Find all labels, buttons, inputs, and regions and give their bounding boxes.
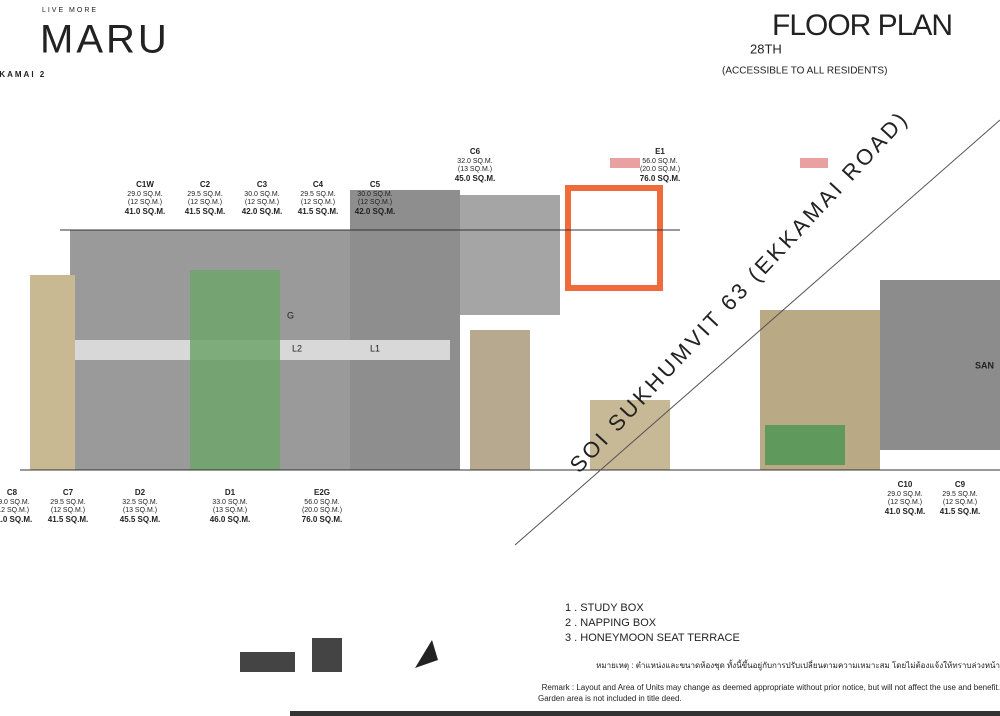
unit-name: C1W — [136, 180, 154, 189]
unit-name: C10 — [898, 480, 913, 489]
plan-label: L2 — [292, 343, 302, 353]
brand: MARU — [40, 18, 170, 62]
unit-area: 33.0 SQ.M. — [212, 499, 247, 506]
access-note: (ACCESSIBLE TO ALL RESIDENTS) — [722, 66, 887, 77]
unit-name: D1 — [225, 488, 236, 497]
unit-name: C5 — [370, 180, 381, 189]
unit-name: C9 — [955, 480, 966, 489]
plan-label: L1 — [370, 343, 380, 353]
unit-area: 32.0 SQ.M. — [457, 158, 492, 165]
unit-name: C3 — [257, 180, 268, 189]
unit-area: 56.0 SQ.M. — [642, 158, 677, 165]
unit-area: 29.0 SQ.M. — [127, 191, 162, 198]
logos — [240, 638, 342, 672]
unit-garden: (13 SQ.M.) — [213, 507, 247, 514]
unit-name: C6 — [470, 147, 481, 156]
remark-thai: หมายเหตุ : ตำแหน่งและขนาดห้องชุด ทั้งนี้… — [596, 659, 1000, 671]
unit-garden: (13 SQ.M.) — [458, 166, 492, 173]
unit-total: 41.5 SQ.M. — [48, 515, 88, 524]
unit-garden: (20.0 SQ.M.) — [302, 507, 342, 514]
unit-name: C4 — [313, 180, 324, 189]
unit-name: C8 — [7, 488, 18, 497]
remark-garden: Garden area is not included in title dee… — [538, 694, 682, 703]
unit-total: 41.5 SQ.M. — [940, 507, 980, 516]
unit-area: 29.5 SQ.M. — [50, 499, 85, 506]
unit-name: C2 — [200, 180, 211, 189]
remark-english: Remark : Layout and Area of Units may ch… — [542, 683, 1000, 692]
unit-name: C7 — [63, 488, 74, 497]
north-arrow — [415, 640, 438, 668]
unit-total: 41.0 SQ.M. — [125, 207, 165, 216]
unit-garden: (12 SQ.M.) — [245, 199, 279, 206]
unit-area: 29.5 SQ.M. — [942, 491, 977, 498]
unit-area: 56.0 SQ.M. — [304, 499, 339, 506]
unit-area: 30.0 SQ.M. — [357, 191, 392, 198]
unit-area: 32.5 SQ.M. — [122, 499, 157, 506]
unit-area: 29.5 SQ.M. — [300, 191, 335, 198]
legend-item: 1 . STUDY BOX — [565, 602, 644, 614]
floor: 28TH — [750, 41, 782, 56]
unit-total: 76.0 SQ.M. — [640, 174, 680, 183]
unit-total: 41.5 SQ.M. — [185, 207, 225, 216]
unit-garden: (12 SQ.M.) — [301, 199, 335, 206]
title: FLOOR PLAN — [772, 9, 952, 42]
plan-label: G — [287, 310, 294, 320]
unit-name: E1 — [655, 147, 665, 156]
unit-area: 30.0 SQ.M. — [244, 191, 279, 198]
plan — [20, 119, 1000, 546]
unit-garden: (12 SQ.M.) — [0, 507, 29, 514]
plan-label: SAN — [975, 360, 994, 370]
unit-total: 41.0 SQ.M. — [885, 507, 925, 516]
unit-total: 42.0 SQ.M. — [355, 207, 395, 216]
unit-garden: (12 SQ.M.) — [943, 499, 977, 506]
unit-garden: (12 SQ.M.) — [188, 199, 222, 206]
unit-area: 29.0 SQ.M. — [887, 491, 922, 498]
unit-total: 76.0 SQ.M. — [302, 515, 342, 524]
footer-bar — [290, 711, 1000, 716]
location: EKAMAI 2 — [0, 70, 46, 79]
unit-total: 41.0 SQ.M. — [0, 515, 32, 524]
unit-name: E2G — [314, 488, 330, 497]
unit-garden: (12 SQ.M.) — [358, 199, 392, 206]
tagline: LIVE MORE — [42, 7, 98, 14]
unit-area: 29.5 SQ.M. — [187, 191, 222, 198]
unit-total: 46.0 SQ.M. — [210, 515, 250, 524]
unit-garden: (12 SQ.M.) — [51, 507, 85, 514]
legend-item: 2 . NAPPING BOX — [565, 617, 657, 629]
unit-garden: (20.0 SQ.M.) — [640, 166, 680, 173]
unit-name: D2 — [135, 488, 146, 497]
unit-total: 45.5 SQ.M. — [120, 515, 160, 524]
unit-garden: (12 SQ.M.) — [128, 199, 162, 206]
legend-item: 3 . HONEYMOON SEAT TERRACE — [565, 632, 740, 644]
unit-garden: (12 SQ.M.) — [888, 499, 922, 506]
unit-total: 42.0 SQ.M. — [242, 207, 282, 216]
unit-total: 41.5 SQ.M. — [298, 207, 338, 216]
unit-garden: (13 SQ.M.) — [123, 507, 157, 514]
unit-area: 29.0 SQ.M. — [0, 499, 30, 506]
unit-total: 45.0 SQ.M. — [455, 174, 495, 183]
